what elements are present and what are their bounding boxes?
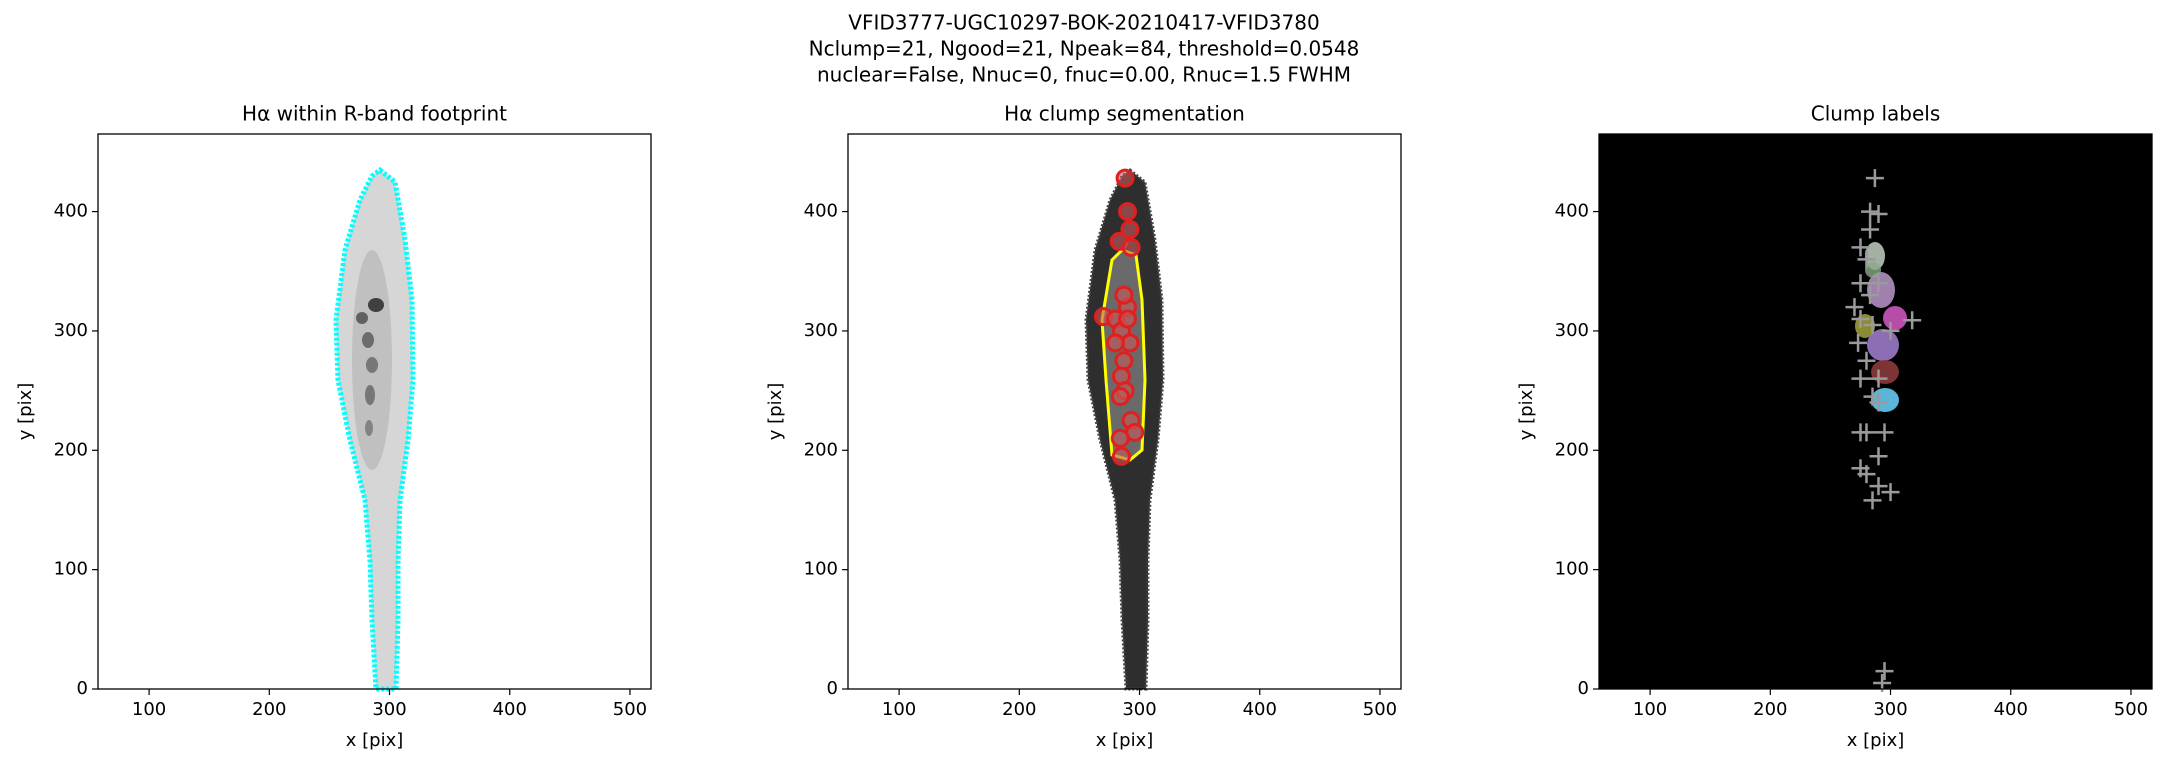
figure-title: nuclear=False, Nnuc=0, fnuc=0.00, Rnuc=1… [817,63,1351,87]
y-axis-label: y [pix] [1516,383,1537,441]
clump-cross [1857,423,1876,442]
clump-cross [1881,483,1900,502]
x-tick-label: 400 [493,699,527,720]
clump-cross [1865,169,1884,188]
clump-cross [1857,465,1876,484]
clump-marker [1114,285,1134,305]
clump-cross [1869,204,1888,223]
x-axis-label: x [pix] [1096,730,1154,751]
x-tick-label: 200 [252,699,286,720]
clump-cross [1857,250,1876,269]
y-tick-label: 100 [1555,559,1589,580]
clump-marker [1121,237,1141,257]
x-tick-label: 500 [1363,699,1397,720]
clump-cross [1881,321,1900,340]
y-axis-label: y [pix] [15,383,36,441]
clump-cross [1869,477,1888,496]
clump-cross [1863,315,1882,334]
labels-image [1599,134,2152,689]
clump-cross [1851,274,1870,293]
axes-title: Hα clump segmentation [1004,102,1245,126]
clump-cross [1857,351,1876,370]
x-tick-label: 100 [132,699,166,720]
y-tick-label: 100 [804,559,838,580]
y-tick-label: 300 [1555,320,1589,341]
axes-frame [1598,133,2153,690]
x-axis-label: x [pix] [346,730,404,751]
y-tick-label: 200 [804,439,838,460]
y-tick-label: 200 [54,439,88,460]
y-tick-label: 0 [1578,678,1589,699]
figure-title: Nclump=21, Ngood=21, Npeak=84, threshold… [809,37,1360,61]
clump-cross [1851,369,1870,388]
y-axis-label: y [pix] [765,383,786,441]
x-tick-label: 500 [2114,699,2148,720]
x-tick-label: 400 [1994,699,2028,720]
clump-marker [1118,202,1138,222]
clump-marker [1115,168,1135,188]
clump-cross [1869,274,1888,293]
x-tick-label: 100 [882,699,916,720]
y-tick-label: 400 [804,201,838,222]
clump-marker [1120,219,1140,239]
y-tick-label: 0 [77,678,88,699]
clump-cross [1875,662,1894,681]
clump-marker [1111,446,1131,466]
clump-cross [1903,311,1922,330]
x-tick-label: 100 [1633,699,1667,720]
clump-cross [1861,202,1880,221]
y-tick-label: 300 [804,320,838,341]
x-axis-label: x [pix] [1847,730,1905,751]
y-tick-label: 200 [1555,439,1589,460]
clump-cross [1849,333,1868,352]
x-tick-label: 200 [1753,699,1787,720]
axes-title: Hα within R-band footprint [242,102,507,126]
x-tick-label: 300 [372,699,406,720]
clump-marker [1105,333,1125,353]
y-tick-label: 0 [827,678,838,699]
axes-frame [847,133,1402,690]
y-tick-label: 400 [1555,201,1589,222]
x-tick-label: 300 [1873,699,1907,720]
axes-title: Clump labels [1811,102,1941,126]
axes-frame [97,133,652,690]
clump-cross [1851,310,1870,328]
galaxy-image [336,170,413,689]
clump-cross [1863,491,1882,510]
clump-marker [1110,387,1130,407]
x-tick-label: 400 [1243,699,1277,720]
x-tick-label: 300 [1122,699,1156,720]
clump-cross [1869,369,1888,388]
x-tick-label: 200 [1002,699,1036,720]
x-tick-label: 500 [613,699,647,720]
clump-marker [1114,351,1134,371]
y-tick-label: 100 [54,559,88,580]
clump-cross [1861,286,1880,305]
clump-marker [1110,428,1130,448]
y-tick-label: 300 [54,320,88,341]
clump-cross [1869,447,1888,466]
clump-cross [1851,238,1870,257]
clump-cross [1869,393,1888,412]
y-tick-label: 400 [54,201,88,222]
clump-marker [1118,309,1138,329]
clump-cross [1845,298,1864,317]
figure-title: VFID3777-UGC10297-BOK-20210417-VFID3780 [848,11,1319,35]
clump-cross [1861,220,1880,239]
clump-cross [1875,423,1894,442]
